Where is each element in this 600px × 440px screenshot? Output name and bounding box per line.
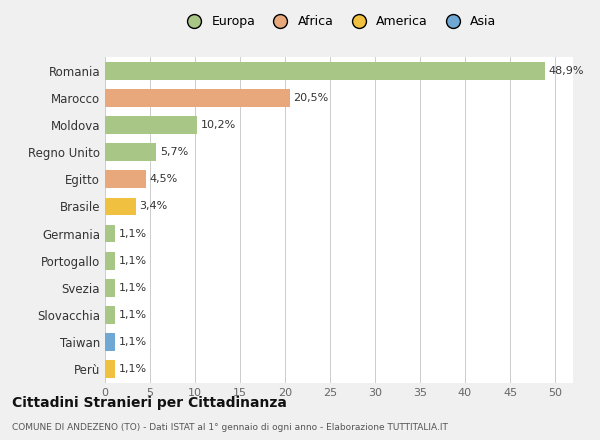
Bar	[105, 333, 115, 351]
Bar	[105, 62, 545, 80]
Text: 1,1%: 1,1%	[119, 283, 146, 293]
Text: 48,9%: 48,9%	[549, 66, 584, 76]
Text: COMUNE DI ANDEZENO (TO) - Dati ISTAT al 1° gennaio di ogni anno - Elaborazione T: COMUNE DI ANDEZENO (TO) - Dati ISTAT al …	[12, 423, 448, 433]
Bar	[105, 89, 290, 107]
Text: 1,1%: 1,1%	[119, 310, 146, 320]
Text: 3,4%: 3,4%	[139, 202, 167, 212]
Legend: Europa, Africa, America, Asia: Europa, Africa, America, Asia	[179, 13, 499, 31]
Text: 5,7%: 5,7%	[160, 147, 188, 157]
Bar	[105, 360, 115, 378]
Bar	[105, 225, 115, 242]
Text: 1,1%: 1,1%	[119, 337, 146, 347]
Bar	[105, 170, 146, 188]
Text: 10,2%: 10,2%	[200, 120, 236, 130]
Bar	[105, 306, 115, 324]
Text: 20,5%: 20,5%	[293, 93, 328, 103]
Text: Cittadini Stranieri per Cittadinanza: Cittadini Stranieri per Cittadinanza	[12, 396, 287, 410]
Text: 1,1%: 1,1%	[119, 364, 146, 374]
Bar	[105, 279, 115, 297]
Text: 1,1%: 1,1%	[119, 228, 146, 238]
Bar	[105, 116, 197, 134]
Text: 1,1%: 1,1%	[119, 256, 146, 266]
Bar	[105, 143, 156, 161]
Bar	[105, 198, 136, 215]
Bar	[105, 252, 115, 270]
Text: 4,5%: 4,5%	[149, 174, 178, 184]
